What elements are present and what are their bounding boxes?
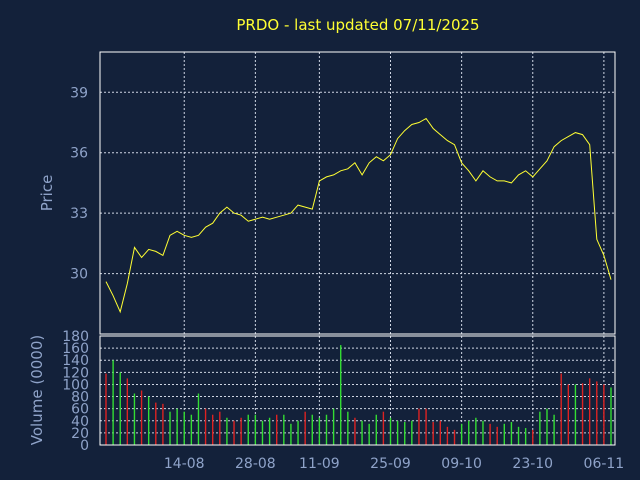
volume-y-tick-label: 40 [71, 414, 89, 430]
volume-axis-label: Volume (0000) [28, 335, 46, 445]
volume-y-tick-label: 140 [62, 353, 89, 369]
price-y-tick-label: 30 [70, 267, 88, 283]
volume-y-tick-label: 120 [62, 365, 89, 381]
volume-panel-frame [99, 335, 616, 446]
volume-y-tick-label: 160 [62, 341, 89, 357]
volume-y-tick-label: 60 [71, 402, 89, 418]
x-tick-label: 11-09 [299, 456, 340, 472]
volume-y-tick-label: 180 [62, 329, 89, 345]
price-axis-label: Price [38, 175, 56, 212]
chart-title: PRDO - last updated 07/11/2025 [236, 16, 479, 34]
price-panel-frame [99, 51, 616, 335]
x-tick-label: 14-08 [164, 456, 205, 472]
x-tick-label: 09-10 [441, 456, 482, 472]
price-y-tick-label: 39 [70, 85, 88, 101]
x-tick-label: 06-11 [584, 456, 625, 472]
x-tick-label: 25-09 [370, 456, 411, 472]
volume-y-tick-label: 80 [71, 390, 89, 406]
volume-y-tick-label: 100 [62, 377, 89, 393]
x-tick-label: 23-10 [512, 456, 553, 472]
price-y-tick-label: 36 [70, 146, 88, 162]
volume-bars [105, 345, 612, 445]
volume-y-tick-label: 20 [71, 426, 89, 442]
volume-y-tick-label: 0 [80, 438, 89, 454]
price-line [105, 117, 612, 314]
price-y-ticks: 30 33 36 39 [70, 85, 88, 282]
x-ticks: 14-08 28-08 11-09 25-09 09-10 23-10 06-11 [164, 456, 624, 472]
price-grid [100, 52, 615, 334]
volume-grid [100, 335, 615, 446]
x-tick-label: 28-08 [235, 456, 276, 472]
price-y-tick-label: 33 [70, 206, 88, 222]
